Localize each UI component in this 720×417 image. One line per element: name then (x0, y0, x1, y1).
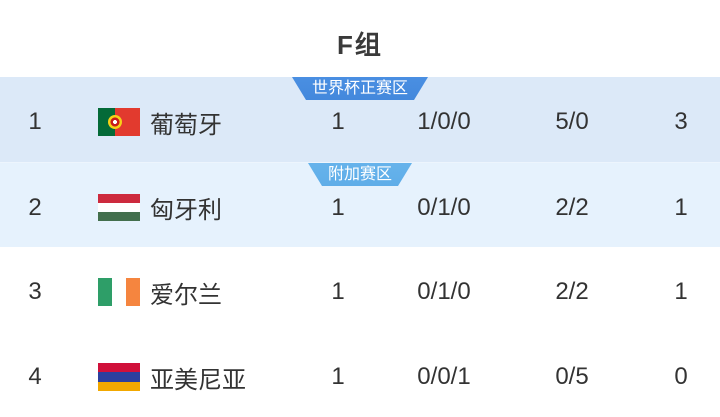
goals-for-against: 2/2 (555, 193, 589, 221)
points-value: 1 (674, 193, 688, 221)
points-value: 0 (674, 363, 688, 390)
goals-for-against: 0/5 (555, 363, 589, 390)
rank-value: 1 (28, 108, 42, 135)
goals-for-against: 2/2 (555, 278, 589, 305)
matches-played: 1 (331, 108, 345, 135)
flag-armenia-icon (98, 363, 140, 391)
matches-played: 1 (331, 278, 345, 305)
rank-value: 4 (28, 363, 42, 390)
group-title: F组 (337, 30, 383, 60)
table-row[interactable]: 3 爱尔兰 1 0/1/0 2/2 1 (0, 247, 720, 332)
portugal-emblem-icon (107, 115, 122, 129)
win-draw-loss: 0/1/0 (417, 193, 471, 221)
zone-badge-label: 附加赛区 (327, 166, 393, 183)
matches-played: 1 (331, 193, 345, 221)
flag-portugal-icon (98, 108, 140, 136)
worldcup-zone-badge: 世界杯正赛区 (292, 77, 428, 100)
points-value: 3 (674, 108, 688, 135)
rank-value: 2 (28, 193, 42, 221)
flag-hungary-icon (98, 193, 140, 222)
matches-played: 1 (331, 363, 345, 390)
flag-ireland-icon (98, 278, 140, 306)
win-draw-loss: 1/0/0 (417, 108, 471, 135)
flag-cell (70, 193, 150, 222)
group-header: F组 (0, 0, 720, 77)
team-name[interactable]: 匈牙利 (150, 197, 222, 224)
table-row[interactable]: 世界杯正赛区 1 葡萄牙 1 1/0/0 5/0 3 (0, 77, 720, 162)
flag-cell (70, 278, 150, 306)
flag-cell (70, 108, 150, 136)
team-name[interactable]: 亚美尼亚 (150, 366, 246, 394)
flag-cell (70, 363, 150, 391)
win-draw-loss: 0/0/1 (417, 363, 471, 390)
zone-badge-label: 世界杯正赛区 (311, 80, 409, 97)
table-row[interactable]: 附加赛区 2 匈牙利 1 0/1/0 2/2 1 (0, 162, 720, 247)
rank-value: 3 (28, 278, 42, 305)
team-name[interactable]: 爱尔兰 (150, 281, 222, 309)
goals-for-against: 5/0 (555, 108, 589, 135)
win-draw-loss: 0/1/0 (417, 278, 471, 305)
playoff-zone-badge: 附加赛区 (308, 163, 412, 186)
team-name[interactable]: 葡萄牙 (150, 111, 222, 139)
points-value: 1 (674, 278, 688, 305)
table-row[interactable]: 4 亚美尼亚 1 0/0/1 0/5 0 (0, 332, 720, 417)
